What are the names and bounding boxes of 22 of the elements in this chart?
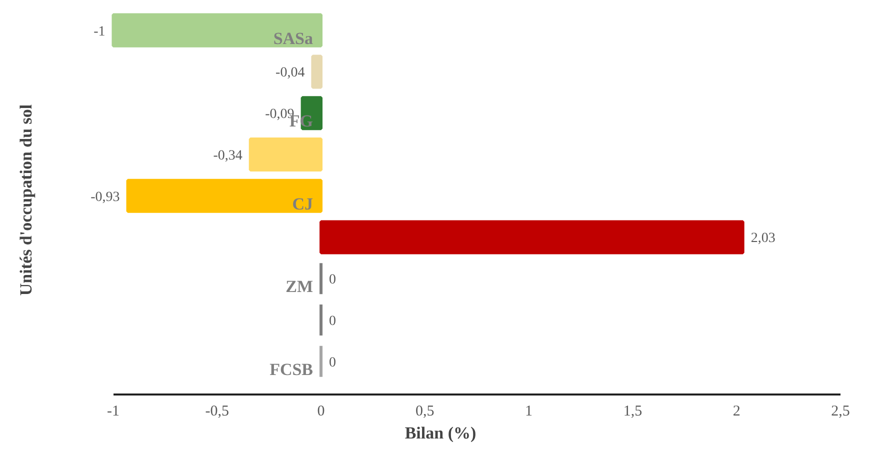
x-tick-label: -1 — [106, 404, 120, 420]
data-label: 0 — [329, 314, 336, 330]
y-tick-label: SASa — [273, 28, 314, 48]
data-label: 0 — [329, 355, 336, 370]
data-label: -0,93 — [90, 190, 120, 205]
y-tick-label: FCSB — [270, 360, 314, 379]
x-tick-label: -0,5 — [205, 404, 229, 420]
y-axis-title: Unités d'occupation du sol — [16, 104, 36, 296]
x-tick-label: 2,5 — [831, 404, 850, 420]
x-tick-label: 0,5 — [416, 404, 434, 420]
x-tick-label: 1 — [525, 404, 533, 420]
x-axis-title: Bilan (%) — [404, 424, 476, 442]
data-label: 2,03 — [750, 231, 776, 246]
y-tick-label: ZM — [286, 277, 314, 296]
y-tick-label: CJ — [292, 194, 314, 214]
data-label: -0,04 — [276, 66, 305, 81]
data-label: 0 — [329, 272, 336, 288]
x-tick-label: 1,5 — [623, 404, 642, 420]
data-label: -0,34 — [213, 148, 242, 164]
x-tick-label: 0 — [317, 404, 325, 420]
data-label: -1 — [94, 24, 106, 40]
x-tick-label: 2 — [732, 404, 740, 420]
